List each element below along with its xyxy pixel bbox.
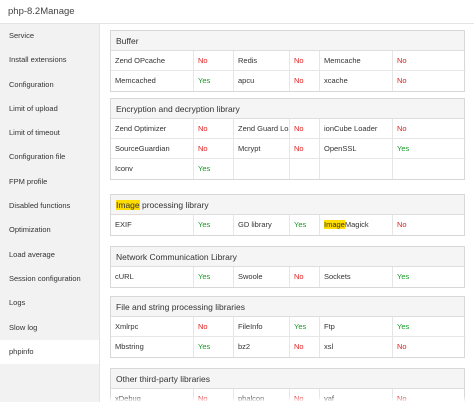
extension-status: Yes xyxy=(290,317,320,337)
extension-status: No xyxy=(397,220,407,229)
extension-name: Memcache xyxy=(320,51,393,71)
extension-name: SourceGuardian xyxy=(111,139,194,159)
section-file-string: File and string processing libraries Xml… xyxy=(110,296,466,358)
extension-name-rest: Magick xyxy=(344,220,369,229)
extension-status: Yes xyxy=(194,71,234,91)
sidebar-item-service[interactable]: Service xyxy=(9,31,35,40)
sidebar-item-session-configuration[interactable]: Session configuration xyxy=(9,273,81,283)
extension-status: No xyxy=(397,76,407,85)
sidebar-item-phpinfo[interactable]: phpinfo xyxy=(0,339,99,365)
section-title: File and string processing libraries xyxy=(111,297,464,317)
extension-name: Sockets xyxy=(320,267,393,287)
sidebar-item-fpm-profile[interactable]: FPM profile xyxy=(9,176,48,186)
extension-name: EXIF xyxy=(111,215,194,235)
extension-status: No xyxy=(194,119,234,139)
sidebar-item-disabled-functions[interactable]: Disabled functions xyxy=(9,201,71,211)
sidebar-item-slow-log[interactable]: Slow log xyxy=(9,322,38,332)
extension-status: No xyxy=(290,337,320,357)
section-title: Network Communication Library xyxy=(111,247,464,267)
extension-name: Ftp xyxy=(320,317,393,337)
extension-status: Yes xyxy=(194,215,234,235)
window-title: php-8.2Manage xyxy=(8,6,75,17)
extension-status: No xyxy=(290,267,320,287)
section-buffer: Buffer Zend OPcache No Redis No Memcache No Me… xyxy=(110,30,466,92)
extension-status: Yes xyxy=(194,337,234,357)
extension-status: Yes xyxy=(290,215,320,235)
extension-status: No xyxy=(194,51,234,71)
extension-grid: EXIF Yes GD library Yes ImageMagick No xyxy=(111,215,464,235)
sidebar-item-configuration-file[interactable]: Configuration file xyxy=(9,152,66,162)
sidebar-item-configuration[interactable]: Configuration xyxy=(9,79,54,89)
sidebar-item-logs[interactable]: Logs xyxy=(9,298,26,308)
extension-name: Zend Optimizer xyxy=(111,119,194,139)
section-network: Network Communication Library cURL Yes Swo… xyxy=(110,246,465,288)
extension-name: Mcrypt xyxy=(234,139,290,159)
extension-status: No xyxy=(393,51,466,71)
extension-name: bz2 xyxy=(234,337,290,357)
extension-status: No xyxy=(393,119,466,139)
phpinfo-content[interactable]: Buffer Zend OPcache No Redis No Memcache No Me… xyxy=(100,24,474,402)
extension-name: Swoole xyxy=(234,267,290,287)
extension-name: apcu xyxy=(234,71,290,91)
section-title-rest: processing library xyxy=(139,200,209,210)
section-title: Encryption and decryption library xyxy=(111,99,464,119)
extension-name: ionCube Loader xyxy=(320,119,393,139)
sidebar-item-install-extensions[interactable]: Install extensions xyxy=(9,55,67,65)
extension-grid: cURL Yes Swoole No Sockets Yes xyxy=(111,267,464,287)
extension-name: xcache xyxy=(320,71,393,91)
section-title: Buffer xyxy=(111,31,464,51)
extension-name: ImageMagick xyxy=(320,215,393,235)
extension-name: FileInfo xyxy=(234,317,290,337)
window-titlebar: php-8.2Manage xyxy=(0,0,474,24)
sidebar: Service Install extensions Configuration Li… xyxy=(0,24,100,402)
extension-status: No xyxy=(397,342,407,351)
extension-status xyxy=(393,159,466,179)
extension-status: No xyxy=(194,139,234,159)
sidebar-item-limit-of-upload[interactable]: Limit of upload xyxy=(9,103,58,113)
extension-name: xsl xyxy=(320,337,393,357)
extension-name: Xmlrpc xyxy=(111,317,194,337)
extension-name: Zend Guard Loader xyxy=(234,119,290,139)
sidebar-item-optimization[interactable]: Optimization xyxy=(9,225,51,235)
extension-name: cURL xyxy=(111,267,194,287)
section-title: Image processing library xyxy=(111,195,464,215)
extension-status: No xyxy=(290,51,320,71)
extension-status: No xyxy=(290,139,320,159)
extension-name: Memcached xyxy=(111,71,194,91)
extension-name: Zend OPcache xyxy=(111,51,194,71)
extension-status: No xyxy=(194,317,234,337)
extension-name: GD library xyxy=(234,215,290,235)
extension-grid: Xmlrpc No FileInfo Yes Ftp Yes Mbstring Yes bz2 N… xyxy=(111,317,466,357)
extension-name xyxy=(234,159,290,179)
extension-status: Yes xyxy=(393,139,466,159)
extension-grid: Zend OPcache No Redis No Memcache No Memcached… xyxy=(111,51,466,91)
extension-name xyxy=(320,159,393,179)
extension-status: Yes xyxy=(194,159,234,179)
section-title: Other third-party libraries xyxy=(111,369,464,389)
extension-status: Yes xyxy=(397,272,410,281)
extension-name: Redis xyxy=(234,51,290,71)
extension-status: No xyxy=(290,71,320,91)
sidebar-item-load-average[interactable]: Load average xyxy=(9,249,55,259)
extension-name: Iconv xyxy=(111,159,194,179)
sidebar-item-limit-of-timeout[interactable]: Limit of timeout xyxy=(9,128,60,138)
search-highlight: Image xyxy=(324,220,345,229)
section-encryption: Encryption and decryption library Zend O… xyxy=(110,98,466,180)
section-image: Image processing library EXIF Yes GD libra… xyxy=(110,194,465,236)
extension-status xyxy=(290,159,320,179)
scroll-fade xyxy=(100,396,474,402)
extension-name: Mbstring xyxy=(111,337,194,357)
extension-status: Yes xyxy=(194,267,234,287)
extension-name: OpenSSL xyxy=(320,139,393,159)
extension-status: No xyxy=(290,119,320,139)
extension-status: Yes xyxy=(393,317,466,337)
search-highlight: Image xyxy=(116,200,140,210)
